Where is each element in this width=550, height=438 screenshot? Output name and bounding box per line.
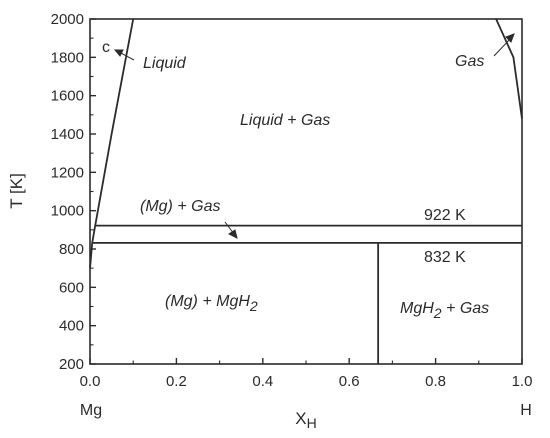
region-mg-mgh2: (Mg) + MgH2 bbox=[165, 293, 258, 314]
y-tick-label: 600 bbox=[59, 279, 84, 296]
phase-boundaries bbox=[89, 18, 523, 364]
region-gas: Gas bbox=[455, 53, 484, 70]
region-mg-gas: (Mg) + Gas bbox=[140, 198, 220, 215]
y-tick-label: 1600 bbox=[51, 88, 84, 105]
y-tick-label: 1200 bbox=[51, 164, 84, 181]
y-tick-label: 800 bbox=[59, 241, 84, 258]
x-axis-ticks: 0.0 0.2 0.4 0.6 0.8 1.0 bbox=[80, 358, 533, 390]
x-tick-label: 0.2 bbox=[166, 373, 187, 390]
isotherm-922-label: 922 K bbox=[424, 207, 466, 224]
y-tick-label: 1000 bbox=[51, 203, 84, 220]
x-tick-label: 0.0 bbox=[80, 373, 101, 390]
region-mgh2-gas-sub: 2 bbox=[433, 305, 442, 321]
region-mgh2-gas-suffix: + Gas bbox=[442, 300, 490, 317]
x-tick-label: 1.0 bbox=[512, 373, 533, 390]
x-tick-label: 0.6 bbox=[339, 373, 360, 390]
gas-boundary-right-curve bbox=[495, 18, 523, 119]
region-mgh2-gas-prefix: MgH bbox=[400, 300, 434, 317]
y-tick-label: 400 bbox=[59, 318, 84, 335]
x-axis-title-main: X bbox=[295, 409, 306, 428]
region-liquid: Liquid bbox=[143, 55, 187, 72]
liquidus-left-curve bbox=[89, 18, 135, 269]
y-axis-title: T [K] bbox=[7, 173, 26, 209]
mg-gas-arrow-head bbox=[228, 229, 238, 239]
region-mgh2-gas: MgH2 + Gas bbox=[400, 300, 489, 321]
x-axis-title-subscript: H bbox=[307, 415, 317, 431]
right-end-label: H bbox=[520, 402, 532, 419]
y-tick-label: 1800 bbox=[51, 49, 84, 66]
x-axis-title: XH bbox=[295, 409, 316, 431]
gas-arrow-line bbox=[493, 37, 512, 57]
y-tick-label: 1400 bbox=[51, 126, 84, 143]
y-tick-label: 200 bbox=[59, 356, 84, 373]
y-axis-ticks: 200 400 600 800 1000 1200 1400 1600 1800 2000 bbox=[51, 11, 96, 373]
isotherm-832-label: 832 K bbox=[424, 249, 466, 266]
c-arrow-head bbox=[113, 49, 124, 57]
annotation-arrows bbox=[113, 33, 515, 239]
region-mg-mgh2-sub: 2 bbox=[249, 298, 258, 314]
region-liquid-gas: Liquid + Gas bbox=[240, 112, 330, 129]
y-tick-label: 2000 bbox=[51, 11, 84, 28]
c-marker: c bbox=[102, 39, 110, 56]
gas-arrow-head bbox=[505, 33, 515, 43]
x-tick-label: 0.4 bbox=[252, 373, 273, 390]
x-tick-label: 0.8 bbox=[425, 373, 446, 390]
region-mg-mgh2-prefix: (Mg) + MgH bbox=[165, 293, 250, 310]
left-end-label: Mg bbox=[80, 402, 102, 419]
